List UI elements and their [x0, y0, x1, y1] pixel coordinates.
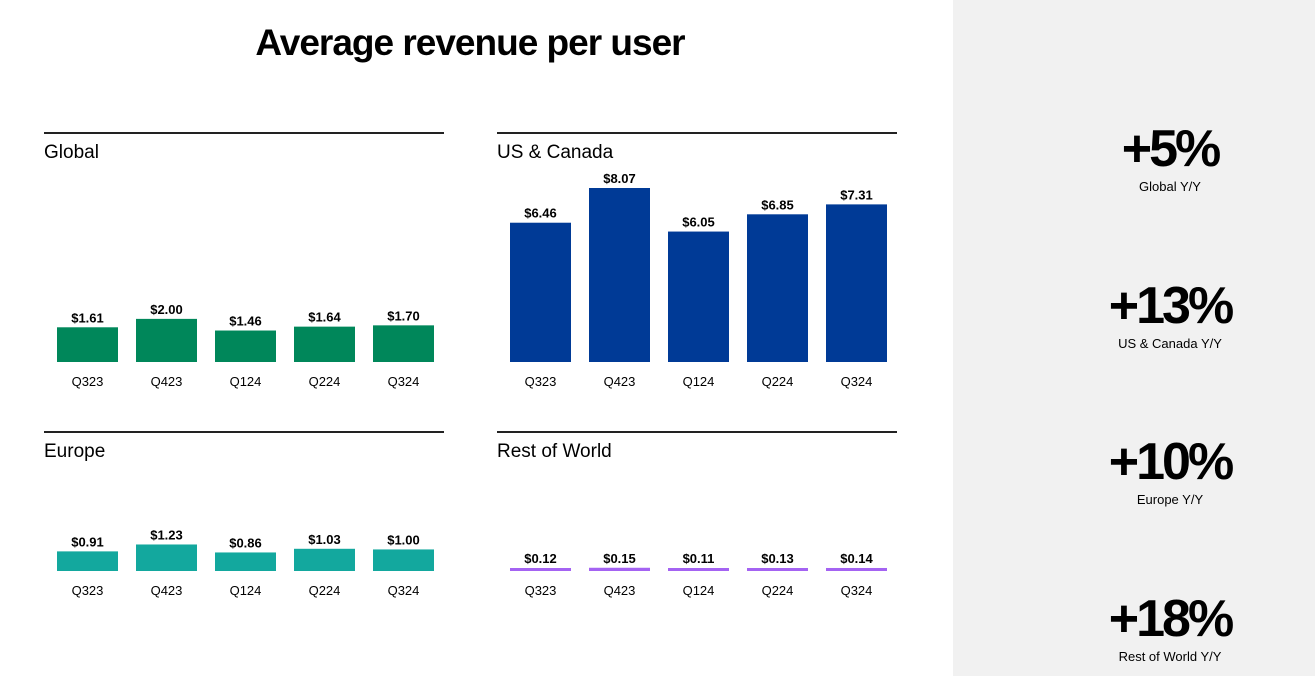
page-title: Average revenue per user [255, 22, 685, 63]
bar-q124 [215, 330, 276, 362]
data-label: $1.00 [387, 532, 420, 547]
category-tick-label: Q224 [762, 583, 794, 598]
chart-title: Europe [44, 440, 106, 462]
bar-q124 [668, 231, 729, 362]
category-tick-label: Q324 [841, 583, 873, 598]
chart-svg: $1.61 Q323 $2.00 Q423 $1.46 Q124 $1.64 Q224 $1.7… [57, 302, 434, 389]
bar-q324 [826, 204, 887, 362]
chart-panel-rest-of-world: Rest of World $0.12 Q323 $0.15 Q423 $0.11 Q12… [497, 431, 897, 611]
data-label: $6.85 [761, 197, 794, 212]
category-tick-label: Q323 [72, 583, 104, 598]
bar-q323 [510, 222, 571, 362]
category-tick-label: Q323 [72, 374, 104, 389]
bar-q423 [589, 188, 650, 362]
data-label: $2.00 [150, 302, 183, 317]
divider [497, 431, 897, 433]
category-tick-label: Q224 [309, 583, 341, 598]
chart-svg: $6.46 Q323 $8.07 Q423 $6.05 Q124 $6.85 Q224 $7.3… [510, 171, 887, 389]
category-tick-label: Q324 [388, 583, 420, 598]
data-label: $1.61 [71, 310, 104, 325]
category-tick-label: Q324 [388, 374, 420, 389]
data-label: $0.11 [683, 551, 715, 566]
yoy-stat-rest-of-world: +18% Rest of World Y/Y [950, 591, 1315, 664]
category-tick-label: Q423 [151, 583, 183, 598]
category-tick-label: Q423 [151, 374, 183, 389]
bar-q324 [373, 549, 434, 571]
bar-q423 [589, 567, 650, 571]
yoy-stat-us-canada: +13% US & Canada Y/Y [950, 278, 1315, 351]
yoy-label: Europe Y/Y [1136, 492, 1204, 507]
bar-q323 [57, 551, 118, 571]
data-label: $1.03 [308, 532, 341, 547]
data-label: $1.23 [150, 527, 183, 542]
divider [44, 132, 444, 134]
data-label: $0.91 [71, 534, 104, 549]
divider [497, 132, 897, 134]
data-label: $0.86 [229, 535, 262, 550]
data-label: $0.14 [840, 551, 873, 566]
bar-q124 [668, 568, 729, 571]
bar-q423 [136, 318, 197, 362]
bar-q324 [826, 567, 887, 571]
data-label: $0.12 [524, 551, 557, 566]
bar-q124 [215, 552, 276, 571]
category-tick-label: Q124 [683, 583, 715, 598]
category-tick-label: Q124 [230, 374, 262, 389]
yoy-stat-europe: +10% Europe Y/Y [950, 434, 1315, 507]
category-tick-label: Q124 [683, 374, 715, 389]
bar-q224 [294, 326, 355, 362]
yoy-value: +13% [1108, 277, 1234, 335]
data-label: $7.31 [840, 187, 873, 202]
chart-title: Global [44, 141, 99, 163]
yoy-value: +18% [1108, 590, 1234, 648]
yoy-sidebar: +5% Global Y/Y +13% US & Canada Y/Y +10%… [953, 0, 1315, 676]
category-tick-label: Q323 [525, 583, 557, 598]
bar-q323 [510, 568, 571, 571]
category-tick-label: Q423 [604, 374, 636, 389]
data-label: $1.64 [308, 310, 341, 325]
chart-panel-us-canada: US & Canada $6.46 Q323 $8.07 Q423 $6.05 Q124 $… [497, 132, 897, 402]
bar-q423 [136, 544, 197, 571]
data-label: $8.07 [603, 171, 636, 186]
divider [44, 431, 444, 433]
yoy-label: Rest of World Y/Y [1118, 649, 1222, 664]
chart-title: US & Canada [497, 141, 614, 163]
data-label: $0.13 [761, 551, 794, 566]
chart-svg: $0.12 Q323 $0.15 Q423 $0.11 Q124 $0.13 Q224 $0.1… [510, 551, 887, 598]
yoy-label: Global Y/Y [1139, 179, 1201, 194]
data-label: $1.70 [387, 308, 420, 323]
bar-q323 [57, 327, 118, 362]
bar-q224 [294, 548, 355, 571]
chart-svg: $0.91 Q323 $1.23 Q423 $0.86 Q124 $1.03 Q224 $1.0… [57, 527, 434, 598]
data-label: $6.05 [682, 215, 715, 230]
chart-panel-europe: Europe $0.91 Q323 $1.23 Q423 $0.86 Q124 $1.03 Q… [44, 431, 444, 611]
chart-title: Rest of World [497, 440, 612, 462]
category-tick-label: Q124 [230, 583, 262, 598]
yoy-label: US & Canada Y/Y [1118, 336, 1222, 351]
data-label: $1.46 [229, 314, 262, 329]
bar-q224 [747, 214, 808, 362]
data-label: $6.46 [524, 206, 557, 221]
category-tick-label: Q423 [604, 583, 636, 598]
bar-q324 [373, 325, 434, 362]
yoy-stat-global: +5% Global Y/Y [950, 121, 1315, 194]
yoy-value: +5% [1121, 120, 1222, 178]
category-tick-label: Q224 [762, 374, 794, 389]
chart-panel-global: Global $1.61 Q323 $2.00 Q423 $1.46 Q124 $1.64 Q… [44, 132, 444, 402]
bar-q224 [747, 568, 808, 571]
category-tick-label: Q324 [841, 374, 873, 389]
data-label: $0.15 [603, 551, 636, 566]
category-tick-label: Q224 [309, 374, 341, 389]
yoy-value: +10% [1108, 433, 1234, 491]
category-tick-label: Q323 [525, 374, 557, 389]
